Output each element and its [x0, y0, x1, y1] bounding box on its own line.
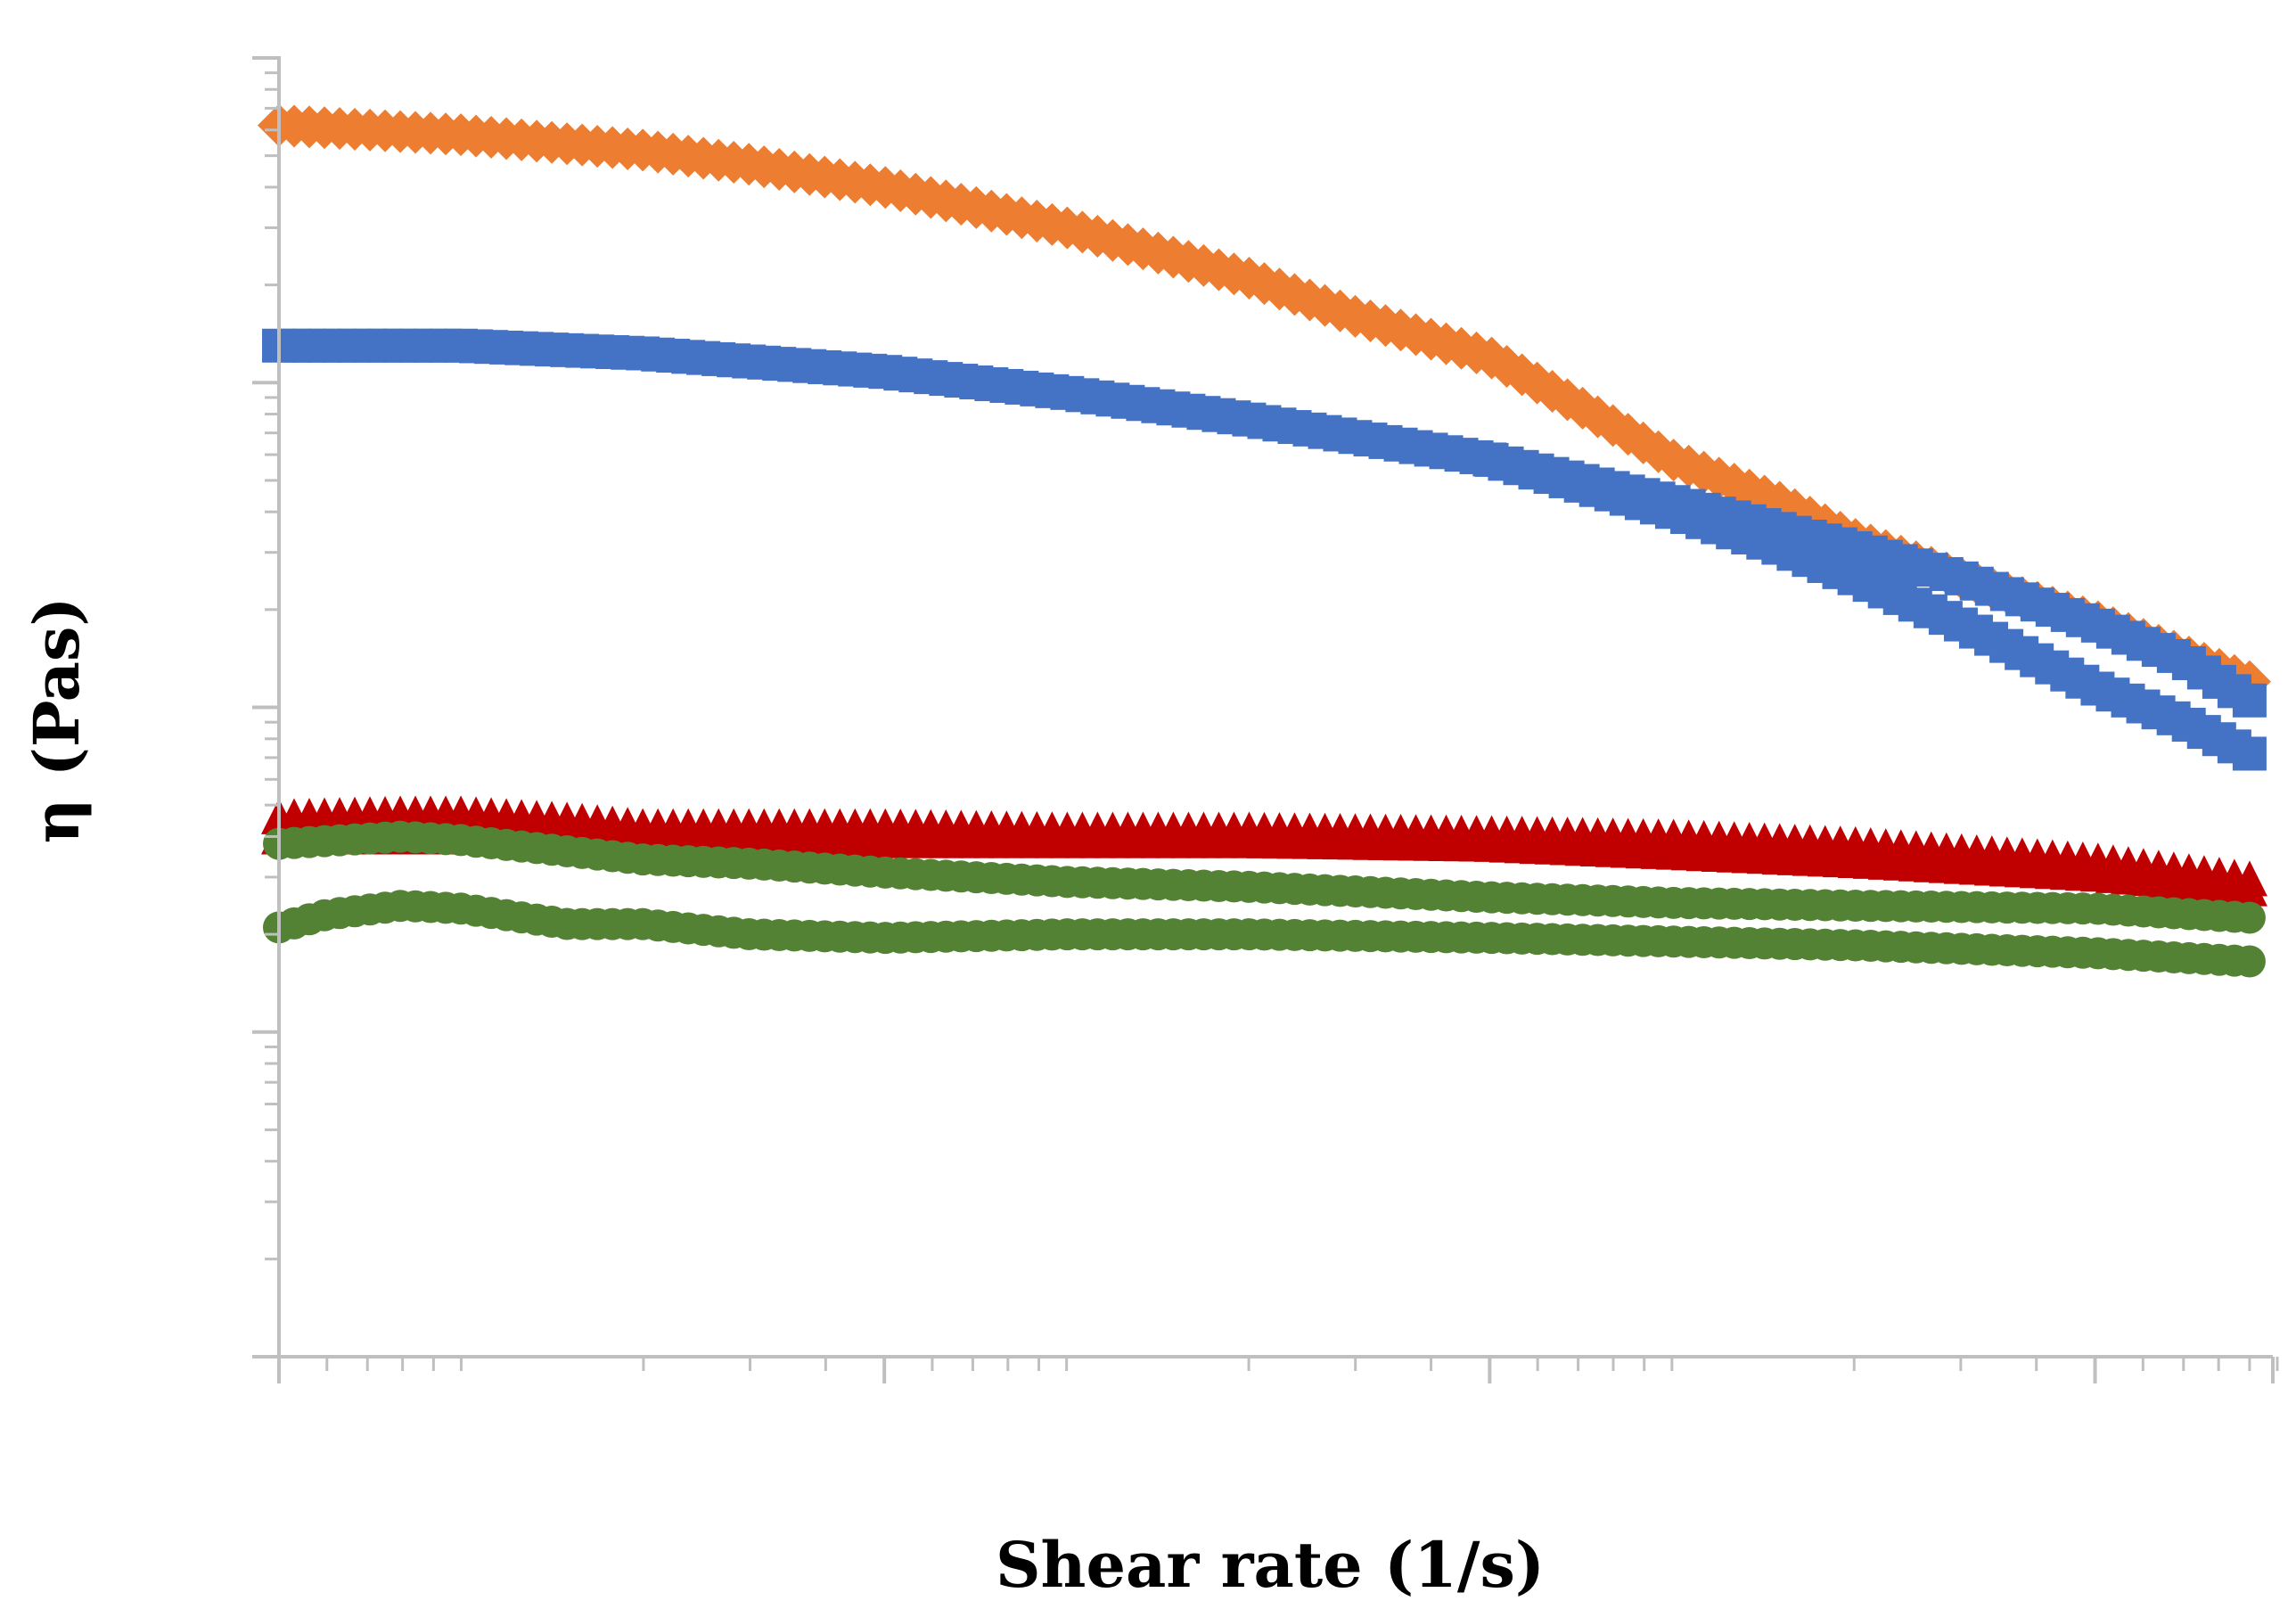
- triangle-marker: [2231, 870, 2267, 907]
- circle-marker: [2233, 945, 2266, 978]
- data-marks: [258, 103, 2271, 978]
- x-axis-title: Shear rate (1/s): [996, 1528, 1545, 1602]
- circle-marker: [2233, 901, 2266, 934]
- axes: [252, 56, 2279, 1383]
- square-marker: [2232, 683, 2267, 718]
- square-marker: [2232, 736, 2267, 771]
- y-axis-title: η (Pas): [20, 596, 94, 843]
